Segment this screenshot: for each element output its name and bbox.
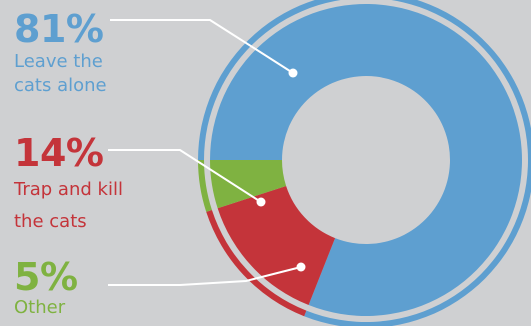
percent-leave-cats-alone: 81% (14, 7, 104, 51)
percent-other: 5% (14, 255, 78, 299)
label-trap-and-kill: 14% Trap and kill the cats (14, 134, 123, 234)
percent-trap-and-kill: 14% (14, 131, 104, 175)
desc-trap-and-kill-2: the cats (14, 211, 87, 232)
donut-slice-other (210, 160, 287, 209)
leader-trap-and-kill-dot (256, 197, 266, 207)
desc-leave-cats-alone-1: Leave the (14, 51, 103, 72)
leader-other (108, 266, 302, 286)
donut-slice-leave-the (210, 3, 522, 317)
donut-slice-trap-and-kill (217, 185, 336, 306)
label-leave-cats-alone: 81% Leave the cats alone (14, 10, 107, 98)
leader-leave-cats-alone-dot (288, 68, 298, 78)
leader-other-dot (296, 262, 306, 272)
desc-other-1: Other (14, 297, 66, 318)
label-other: 5% Other (14, 258, 78, 320)
desc-trap-and-kill-1: Trap and kill (14, 179, 123, 200)
ring-segment-other (198, 160, 212, 212)
leader-trap-and-kill (108, 149, 262, 203)
leader-leave-cats-alone (110, 19, 294, 74)
desc-leave-cats-alone-2: cats alone (14, 75, 107, 96)
